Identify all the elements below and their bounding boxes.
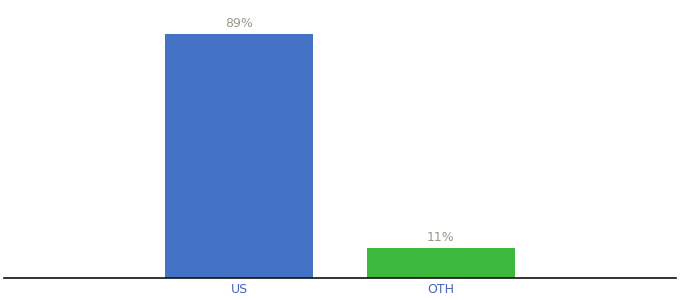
Text: 11%: 11% — [427, 231, 455, 244]
Text: 89%: 89% — [225, 17, 253, 30]
Bar — [367, 248, 515, 278]
Bar — [165, 34, 313, 278]
